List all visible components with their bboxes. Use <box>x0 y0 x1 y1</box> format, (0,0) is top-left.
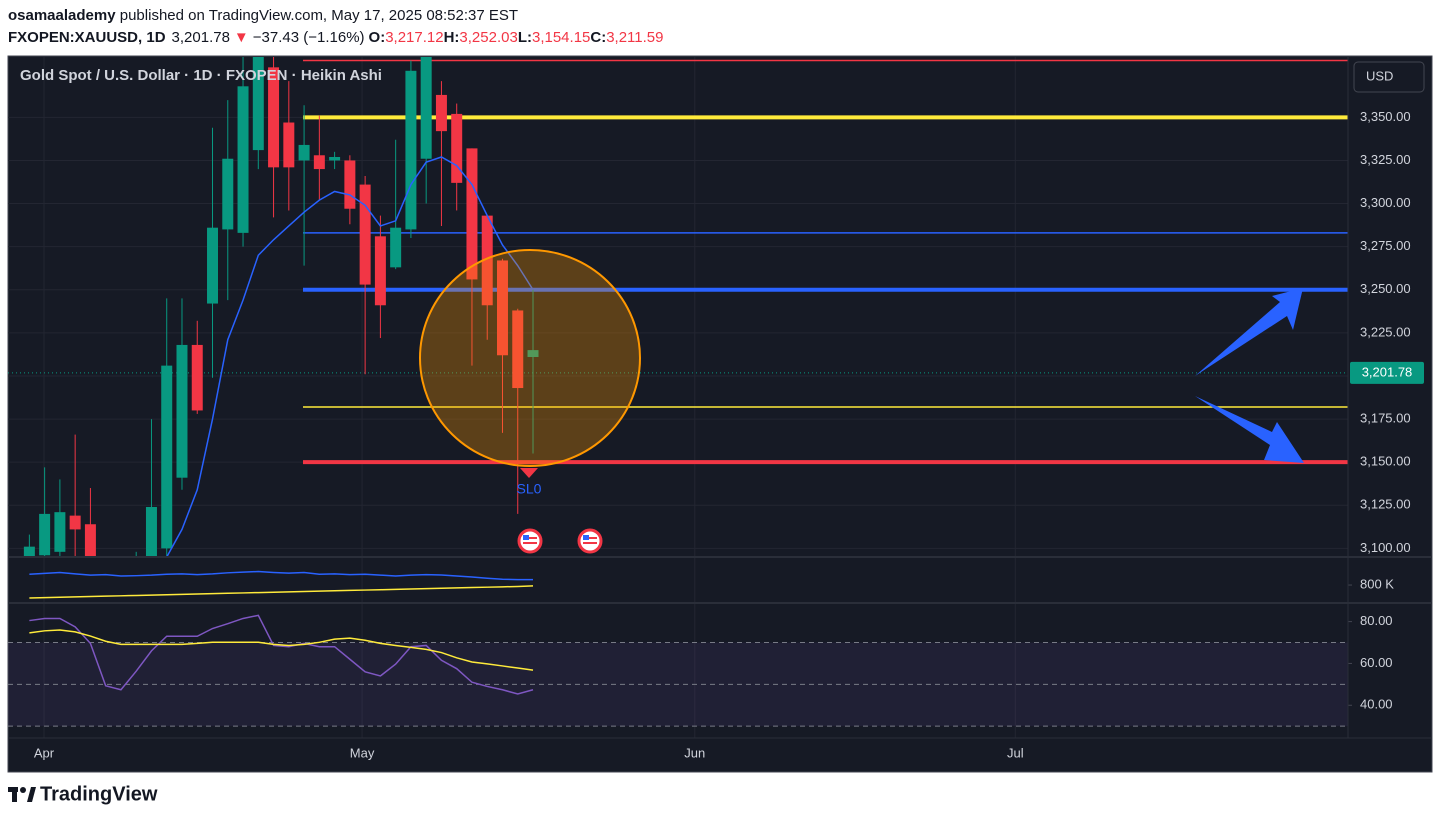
candle-body <box>481 215 493 306</box>
c-key: C: <box>590 29 606 46</box>
candle-body <box>252 57 264 151</box>
candle-body <box>39 513 51 556</box>
candle-body <box>176 344 188 478</box>
y-tick-label: 3,350.00 <box>1360 109 1411 124</box>
line <box>29 585 534 599</box>
candle-body <box>512 310 524 389</box>
event-flag <box>577 528 603 554</box>
plot-layer: Apr May Jun Jul 3,100.00 3,125.00 3,150.00 3,17… <box>8 57 1424 760</box>
published: published on TradingView.com, May 17, 20… <box>116 7 518 24</box>
candle-body <box>54 512 66 552</box>
o-value: 3,217.12 <box>385 29 443 46</box>
candle-body <box>329 157 341 161</box>
h-key: H: <box>444 29 460 46</box>
legend: Gold Spot / U.S. Dollar · 1D · FXOPEN · … <box>20 67 382 84</box>
candle-body <box>420 57 432 159</box>
header-line: osamaalademy published on TradingView.co… <box>8 7 518 24</box>
candle-body <box>283 122 295 168</box>
candle-body <box>344 160 356 209</box>
x-tick-label: May <box>350 745 375 760</box>
candle-body <box>435 94 447 132</box>
last-price-label: 3,201.78 <box>1362 364 1413 379</box>
x-tick-label: Apr <box>34 745 55 760</box>
candle-body <box>298 144 310 161</box>
candle-body <box>496 260 508 356</box>
candle-body <box>191 344 203 411</box>
line <box>29 629 534 671</box>
h-value: 3,252.03 <box>459 29 517 46</box>
annotation: SL0 <box>517 481 542 497</box>
candle-body <box>527 350 539 357</box>
currency-button[interactable] <box>1353 61 1425 93</box>
arrow-up <box>1195 288 1303 376</box>
logo <box>8 787 36 802</box>
candle-body <box>390 227 402 268</box>
line <box>29 570 534 581</box>
candle-body <box>69 515 81 530</box>
candle-body <box>237 86 249 233</box>
last-price-box <box>1350 361 1424 384</box>
candle-body <box>405 70 417 230</box>
price: 3,201.78 <box>172 29 230 46</box>
candle-body <box>268 67 280 168</box>
arrow: ▼ <box>234 29 249 46</box>
y-tick-label: 3,125.00 <box>1360 497 1411 512</box>
x-tick-label: Jun <box>684 745 705 760</box>
footer-brand: TradingView <box>40 783 158 805</box>
symbol: FXOPEN:XAUUSD, 1D <box>8 29 166 46</box>
event-flag <box>517 528 543 554</box>
author: osamaalademy <box>8 7 116 24</box>
y-tick-label: 40.00 <box>1360 697 1393 712</box>
candle-body <box>313 155 325 170</box>
candle-body <box>466 148 478 280</box>
candle-body <box>451 113 463 183</box>
line <box>166 156 534 557</box>
y-tick-label: 3,100.00 <box>1360 540 1411 555</box>
candle-body <box>145 507 157 557</box>
arrow-down <box>1195 396 1304 463</box>
l-key: L: <box>518 29 532 46</box>
y-tick-label: 3,275.00 <box>1360 238 1411 253</box>
candle-body <box>222 158 234 230</box>
y-tick-label: 800 K <box>1360 576 1394 591</box>
candle-body <box>23 546 35 557</box>
candle-body <box>161 365 173 549</box>
y-tick-label: 3,225.00 <box>1360 324 1411 339</box>
candle-body <box>374 236 386 306</box>
candle-body <box>84 524 96 557</box>
y-tick-label: 3,150.00 <box>1360 454 1411 469</box>
candle-body <box>207 227 219 304</box>
change: −37.43 (−1.16%) <box>253 29 365 46</box>
x-tick-label: Jul <box>1007 745 1024 760</box>
y-tick-label: 60.00 <box>1360 655 1393 670</box>
highlight-circle <box>419 249 641 467</box>
y-tick-label: 3,300.00 <box>1360 195 1411 210</box>
quote-line: FXOPEN:XAUUSD, 1D 3,201.78 ▼ −37.43 (−1.16%… <box>8 29 663 46</box>
y-tick-label: 3,250.00 <box>1360 281 1411 296</box>
currency: USD <box>1366 68 1393 83</box>
candle-body <box>359 184 371 285</box>
y-tick-label: 3,325.00 <box>1360 152 1411 167</box>
y-tick-label: 80.00 <box>1360 613 1393 628</box>
stop-marker <box>520 468 538 478</box>
y-tick-label: 3,175.00 <box>1360 411 1411 426</box>
line <box>29 614 534 695</box>
o-key: O: <box>369 29 386 46</box>
l-value: 3,154.15 <box>532 29 590 46</box>
c-value: 3,211.59 <box>606 29 663 46</box>
